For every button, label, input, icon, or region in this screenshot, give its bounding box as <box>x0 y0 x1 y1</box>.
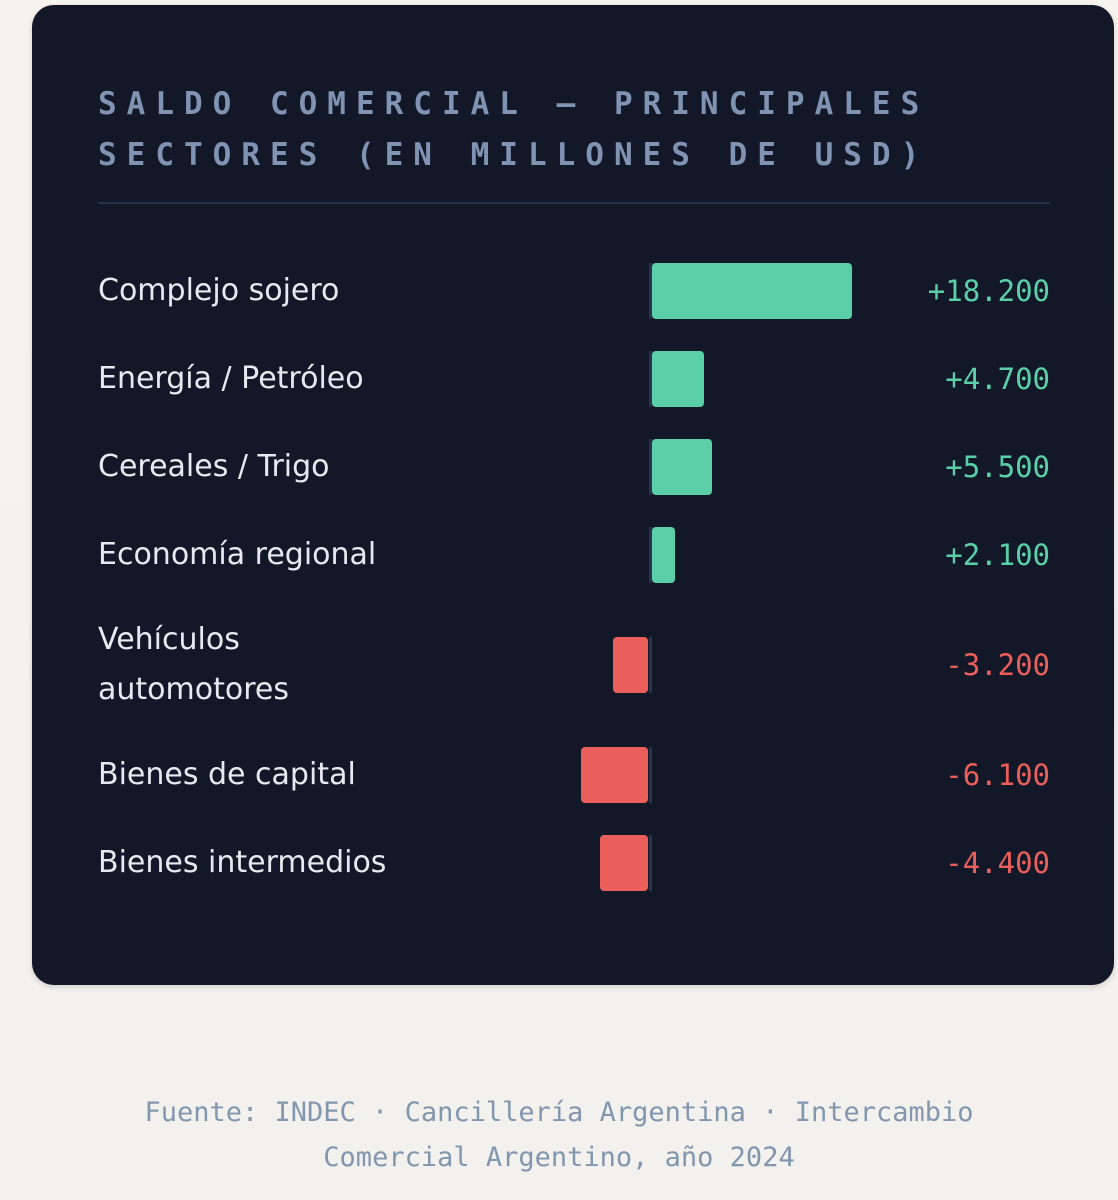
source-line-2: Comercial Argentino, año 2024 <box>323 1142 795 1173</box>
bar <box>612 637 648 693</box>
bar <box>599 835 648 891</box>
zero-axis-segment <box>649 747 652 803</box>
zero-axis-segment <box>649 637 652 693</box>
zero-axis-segment <box>649 835 652 891</box>
value-label: -3.200 <box>945 648 1050 682</box>
zero-axis-segment <box>649 351 652 407</box>
category-label: Vehículos automotores <box>98 622 289 707</box>
value-label: +2.100 <box>945 538 1050 572</box>
title-divider <box>98 202 1050 204</box>
category-label: Energía / Petróleo <box>98 361 364 396</box>
source-note: Fuente: INDEC · Cancillería Argentina · … <box>0 1090 1118 1180</box>
chart-card: SALDO COMERCIAL — PRINCIPALES SECTORES (… <box>32 5 1114 985</box>
bar <box>652 351 704 407</box>
category-label: Economía regional <box>98 537 377 572</box>
bar <box>580 747 648 803</box>
bar <box>652 527 676 583</box>
zero-axis-segment <box>649 263 652 319</box>
value-label: -4.400 <box>945 846 1050 880</box>
category-label: Complejo sojero <box>98 273 340 308</box>
bar <box>652 439 713 495</box>
bar <box>652 263 852 319</box>
zero-axis-segment <box>649 527 652 583</box>
value-label: +5.500 <box>945 450 1050 484</box>
source-line-1: Fuente: INDEC · Cancillería Argentina · … <box>144 1097 974 1128</box>
category-label: Bienes de capital <box>98 757 356 792</box>
value-label: +4.700 <box>945 362 1050 396</box>
zero-axis-segment <box>649 439 652 495</box>
chart-title: SALDO COMERCIAL — PRINCIPALES SECTORES (… <box>98 86 930 173</box>
value-label: +18.200 <box>927 274 1050 308</box>
value-label: -6.100 <box>945 758 1050 792</box>
category-label: Bienes intermedios <box>98 845 387 880</box>
category-label: Cereales / Trigo <box>98 449 330 484</box>
